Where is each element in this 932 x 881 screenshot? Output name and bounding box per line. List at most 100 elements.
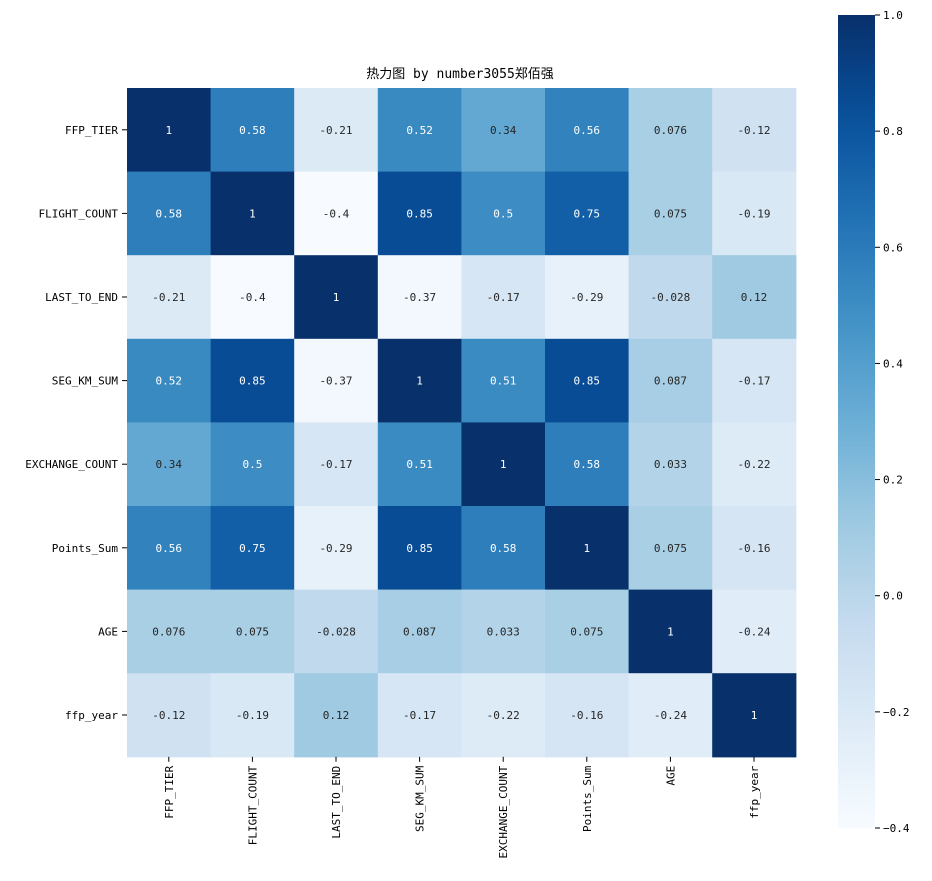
heatmap-cell [461, 255, 546, 340]
y-tick-label: Points_Sum [52, 542, 119, 555]
cell-value-label: 1 [249, 207, 256, 220]
cell-value-label: -0.19 [737, 207, 770, 220]
cell-value-label: -0.12 [152, 709, 185, 722]
heatmap-cell [294, 673, 379, 758]
heatmap-cell [294, 589, 379, 674]
cell-value-label: -0.37 [403, 291, 436, 304]
cell-value-label: 0.75 [239, 542, 266, 555]
x-tick-label: EXCHANGE_COUNT [497, 765, 510, 858]
cell-value-label: 0.51 [490, 375, 517, 388]
cell-value-label: -0.21 [152, 291, 185, 304]
heatmap-cell [210, 589, 295, 674]
heatmap-cell [461, 338, 546, 423]
y-tick-label: LAST_TO_END [45, 291, 118, 304]
heatmap-cell [628, 422, 713, 507]
heatmap-cell [294, 506, 379, 591]
colorbar-tick-label: 0.4 [883, 357, 903, 370]
heatmap-cell [377, 88, 462, 173]
y-axis: FFP_TIER FLIGHT_COUNT LAST_TO_END SEG_KM_SU… [25, 124, 127, 722]
y-tick-label: ffp_year [65, 709, 118, 722]
heatmap-cell [127, 88, 212, 173]
x-tick-label: SEG_KM_SUM [414, 765, 427, 832]
cell-value-label: 0.075 [236, 625, 269, 638]
chart-title: 热力图 by number3055郑佰强 [366, 67, 554, 82]
heatmap-cell [210, 506, 295, 591]
cell-value-label: -0.22 [737, 458, 770, 471]
heatmap-cell [294, 422, 379, 507]
heatmap-cell [628, 88, 713, 173]
cell-value-label: 0.85 [239, 375, 266, 388]
cell-value-label: 0.75 [574, 207, 601, 220]
heatmap-cell [294, 255, 379, 340]
y-tick-label: FFP_TIER [65, 124, 118, 137]
x-tick-label: Points_Sum [581, 765, 594, 832]
heatmap-cell [628, 506, 713, 591]
heatmap-cell [210, 255, 295, 340]
cell-value-label: -0.16 [570, 709, 603, 722]
heatmap-cell [377, 589, 462, 674]
cell-value-label: 0.075 [654, 542, 687, 555]
heatmap-cell [127, 506, 212, 591]
colorbar-tick-label: 0.6 [883, 241, 903, 254]
heatmap-cell [628, 255, 713, 340]
cell-value-label: -0.24 [654, 709, 687, 722]
x-tick-label: LAST_TO_END [330, 766, 343, 839]
heatmap-cell [377, 171, 462, 256]
cell-value-label: -0.4 [239, 291, 266, 304]
cell-value-label: -0.12 [737, 124, 770, 137]
cell-value-label: 0.34 [490, 124, 517, 137]
y-tick-label: AGE [98, 625, 118, 638]
cell-value-label: 0.34 [156, 458, 183, 471]
heatmap-cell [377, 673, 462, 758]
cell-value-label: 0.52 [406, 124, 433, 137]
heatmap-cell [127, 171, 212, 256]
heatmap-cell [210, 338, 295, 423]
colorbar-tick-label: 1.0 [883, 9, 903, 22]
cell-value-label: -0.4 [323, 207, 350, 220]
cell-value-label: 1 [416, 375, 423, 388]
colorbar-gradient [838, 15, 875, 828]
heatmap-cell [628, 171, 713, 256]
heatmap-cell [545, 338, 630, 423]
heatmap-cell [377, 338, 462, 423]
heatmap-cell [210, 422, 295, 507]
cell-value-label: 0.076 [152, 625, 185, 638]
cell-value-label: 1 [751, 709, 758, 722]
cell-value-label: 0.075 [570, 625, 603, 638]
y-tick-label: FLIGHT_COUNT [39, 207, 119, 220]
heatmap-cell [545, 171, 630, 256]
colorbar-tick-label: −0.2 [883, 706, 910, 719]
colorbar: 1.0 0.8 0.6 0.4 0.2 0.0 −0.2 −0.4 [838, 9, 910, 835]
cell-value-label: -0.22 [487, 709, 520, 722]
heatmap-cell [545, 506, 630, 591]
heatmap-cell [712, 171, 797, 256]
cell-value-label: 0.12 [323, 709, 350, 722]
y-tick-label: EXCHANGE_COUNT [25, 458, 118, 471]
x-tick-label: FFP_TIER [163, 765, 176, 818]
heatmap-cell [377, 255, 462, 340]
heatmap-cell [127, 255, 212, 340]
heatmap-cell [210, 673, 295, 758]
cell-value-label: 0.5 [493, 207, 513, 220]
heatmap-cell [127, 422, 212, 507]
cell-value-label: 0.51 [406, 458, 433, 471]
heatmap-cell [294, 88, 379, 173]
colorbar-tick-label: 0.8 [883, 125, 903, 138]
heatmap-cell [377, 506, 462, 591]
cell-value-label: -0.17 [737, 375, 770, 388]
heatmap-cell [545, 422, 630, 507]
cell-value-label: -0.24 [737, 625, 770, 638]
x-tick-label: FLIGHT_COUNT [246, 765, 259, 845]
cell-value-label: -0.16 [737, 542, 770, 555]
cell-value-label: 0.85 [406, 542, 433, 555]
cell-value-label: -0.17 [319, 458, 352, 471]
cell-value-label: 0.5 [242, 458, 262, 471]
cell-value-label: 0.58 [574, 458, 601, 471]
heatmap-cell [461, 673, 546, 758]
cell-value-label: 0.087 [654, 375, 687, 388]
cell-value-label: -0.29 [319, 542, 352, 555]
y-tick-label: SEG_KM_SUM [52, 375, 119, 388]
cell-value-label: 0.12 [741, 291, 768, 304]
heatmap-cell [712, 422, 797, 507]
